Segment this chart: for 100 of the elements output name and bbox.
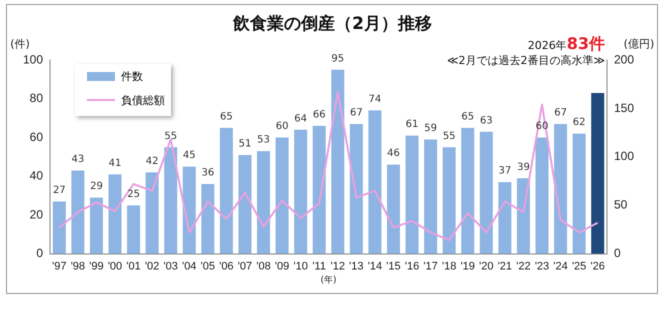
bar <box>276 138 289 254</box>
bar <box>368 110 382 254</box>
x-tick-label: '12 <box>330 260 345 272</box>
data-label: 66 <box>312 109 326 120</box>
bar <box>52 201 66 254</box>
text: 2026年 <box>528 39 567 52</box>
bar <box>182 166 196 254</box>
x-tick-label: '18 <box>442 260 456 272</box>
bar <box>201 184 214 254</box>
data-label: 39 <box>517 162 530 173</box>
legend-label: 負債総額 <box>121 92 165 108</box>
legend-label: 件数 <box>121 68 143 84</box>
data-label: 65 <box>461 111 474 122</box>
data-label: 29 <box>90 181 103 192</box>
bar <box>71 170 84 254</box>
x-tick-label: '26 <box>590 260 605 272</box>
data-label: 55 <box>164 130 178 142</box>
data-label: 46 <box>387 148 400 160</box>
y2-tick-label: 0 <box>614 246 621 260</box>
y2-tick-label: 50 <box>614 198 628 212</box>
x-tick-label: '11 <box>312 260 326 272</box>
bar <box>108 174 122 254</box>
x-tick-label: '20 <box>479 260 494 272</box>
data-label: 41 <box>108 158 122 169</box>
bar <box>238 154 252 254</box>
x-tick-label: '02 <box>144 260 160 272</box>
data-label: 61 <box>406 119 418 130</box>
data-label: 62 <box>572 117 586 128</box>
x-tick-label: '24 <box>553 260 568 272</box>
bar <box>312 126 326 254</box>
x-tick-label: '22 <box>516 260 531 272</box>
data-label: 95 <box>331 53 344 64</box>
data-label: 36 <box>201 168 214 179</box>
x-tick-label: '01 <box>126 260 141 272</box>
data-label: 60 <box>536 121 548 132</box>
bar <box>498 182 512 254</box>
chart-title: 飲食業の倒産（2月）推移 <box>232 13 433 35</box>
x-tick-label: '97 <box>52 260 66 272</box>
data-label: 25 <box>127 188 140 200</box>
bar <box>386 164 400 254</box>
x-tick-label: '23 <box>534 260 550 272</box>
y2-tick-label: 150 <box>614 100 634 115</box>
x-tick-label: '06 <box>219 260 234 272</box>
bar <box>442 147 456 254</box>
x-tick-label: '19 <box>460 260 475 272</box>
y-axis-title: (件) <box>10 37 30 50</box>
data-label: 53 <box>257 134 270 146</box>
data-label: 27 <box>52 185 66 196</box>
y2-axis-title: (億円) <box>624 37 654 50</box>
text: 83件 <box>566 34 605 53</box>
bar <box>90 198 103 254</box>
x-tick-label: '25 <box>572 260 586 272</box>
y-tick-label: 0 <box>36 246 44 260</box>
bar <box>554 124 568 254</box>
annotation: ≪2月では過去2番目の高水準≫ <box>446 54 605 67</box>
bar <box>516 178 530 254</box>
data-label: 42 <box>146 156 158 167</box>
bar <box>164 147 178 254</box>
bar <box>461 128 474 254</box>
data-label: 64 <box>294 113 308 124</box>
x-tick-label: '98 <box>70 260 86 272</box>
x-tick-label: '08 <box>256 260 271 272</box>
y2-tick-label: 100 <box>614 149 634 164</box>
data-label: 59 <box>424 123 437 134</box>
bar <box>350 124 363 254</box>
data-label: 45 <box>182 150 196 162</box>
y-tick-label: 20 <box>30 207 44 222</box>
bar <box>127 205 140 254</box>
bar <box>220 128 233 254</box>
bar <box>480 132 493 254</box>
x-tick-label: '17 <box>423 260 438 272</box>
bar <box>331 70 344 254</box>
y2-tick-label: 200 <box>614 52 634 66</box>
bar <box>424 139 438 254</box>
data-label: 55 <box>442 130 456 142</box>
data-label: 67 <box>350 108 363 119</box>
x-tick-label: '05 <box>200 260 215 272</box>
data-label: 43 <box>72 154 84 166</box>
x-tick-label: '99 <box>89 260 104 272</box>
data-label: 74 <box>368 94 382 105</box>
x-tick-label: '15 <box>386 260 401 272</box>
x-tick-label: '09 <box>274 260 290 272</box>
x-tick-label: '16 <box>404 260 420 272</box>
data-label: 51 <box>238 138 252 150</box>
y-tick-label: 80 <box>30 91 44 106</box>
bar <box>406 136 419 254</box>
bar <box>146 172 159 254</box>
data-label: 60 <box>276 121 288 132</box>
data-label: 65 <box>220 111 233 122</box>
y-tick-label: 60 <box>30 130 44 144</box>
data-label: 67 <box>554 108 567 119</box>
y-tick-label: 40 <box>30 168 44 183</box>
x-tick-label: '03 <box>164 260 178 272</box>
x-tick-label: '04 <box>182 260 196 272</box>
x-tick-label: '14 <box>368 260 382 272</box>
bar <box>572 134 586 254</box>
bar <box>591 92 604 254</box>
x-tick-label: '10 <box>293 260 308 272</box>
x-tick-label: '07 <box>238 260 252 272</box>
x-tick-label: '21 <box>498 260 512 272</box>
